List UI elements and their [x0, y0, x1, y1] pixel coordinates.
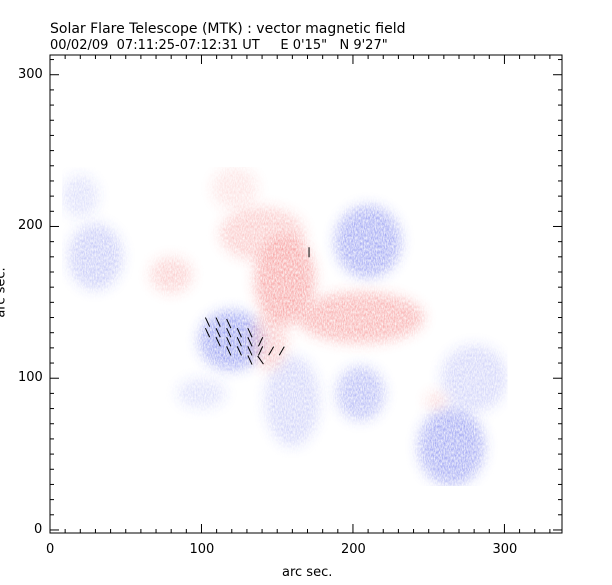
field-vector: [226, 318, 232, 329]
positive-polarity-region: [425, 391, 447, 411]
vector-field: [204, 247, 310, 365]
x-tick-label: 0: [46, 542, 55, 557]
chart-subtitle: 00/02/09 07:11:25-07:12:31 UT E 0'15" N …: [50, 38, 388, 53]
field-vector: [204, 317, 211, 327]
field-vector: [236, 337, 242, 347]
positive-polarity-region: [219, 206, 305, 262]
chart-title: Solar Flare Telescope (MTK) : vector mag…: [50, 21, 406, 37]
negative-polarity-region: [334, 205, 402, 279]
field-vector: [215, 337, 221, 347]
field-map: [62, 167, 508, 486]
field-vector: [247, 327, 253, 338]
x-axis-label: arc sec.: [282, 565, 333, 580]
positive-polarity-region: [212, 167, 258, 210]
y-tick-label: 0: [34, 521, 43, 537]
axis-ticks: [49, 55, 562, 533]
field-vector: [226, 337, 232, 347]
field-vector: [226, 346, 232, 356]
positive-polarity-region: [149, 256, 193, 294]
y-tick-label: 200: [18, 218, 43, 234]
field-vector: [278, 346, 285, 356]
field-vector: [257, 355, 264, 365]
positive-polarity-region: [296, 291, 425, 344]
field-vector: [236, 327, 242, 338]
negative-polarity-region: [198, 309, 266, 371]
x-tick-label: 200: [340, 542, 366, 557]
y-tick-label: 100: [18, 370, 43, 386]
field-vector: [226, 327, 232, 338]
plot-frame: [49, 54, 563, 534]
positive-polarity-region: [251, 309, 288, 371]
field-vector: [257, 346, 264, 356]
field-vector: [257, 337, 264, 347]
negative-polarity-region: [68, 223, 123, 291]
y-axis-label: arc sec.: [0, 267, 9, 318]
x-tick-label: 300: [492, 542, 518, 557]
field-vector: [236, 346, 242, 356]
negative-polarity-region: [336, 366, 385, 421]
field-vector: [215, 327, 221, 338]
field-vector: [247, 337, 253, 347]
negative-polarity-region: [418, 407, 485, 486]
field-vector: [268, 346, 275, 356]
negative-polarity-region: [440, 344, 508, 412]
field-vector: [204, 327, 211, 338]
field-vector: [247, 346, 253, 356]
negative-polarity-region: [265, 355, 320, 447]
y-tick-label: 300: [18, 66, 43, 82]
negative-polarity-region: [177, 378, 226, 409]
negative-polarity-region: [62, 174, 99, 218]
x-tick-label: 100: [189, 542, 215, 557]
field-vector: [247, 355, 253, 365]
field-vector: [215, 317, 221, 327]
